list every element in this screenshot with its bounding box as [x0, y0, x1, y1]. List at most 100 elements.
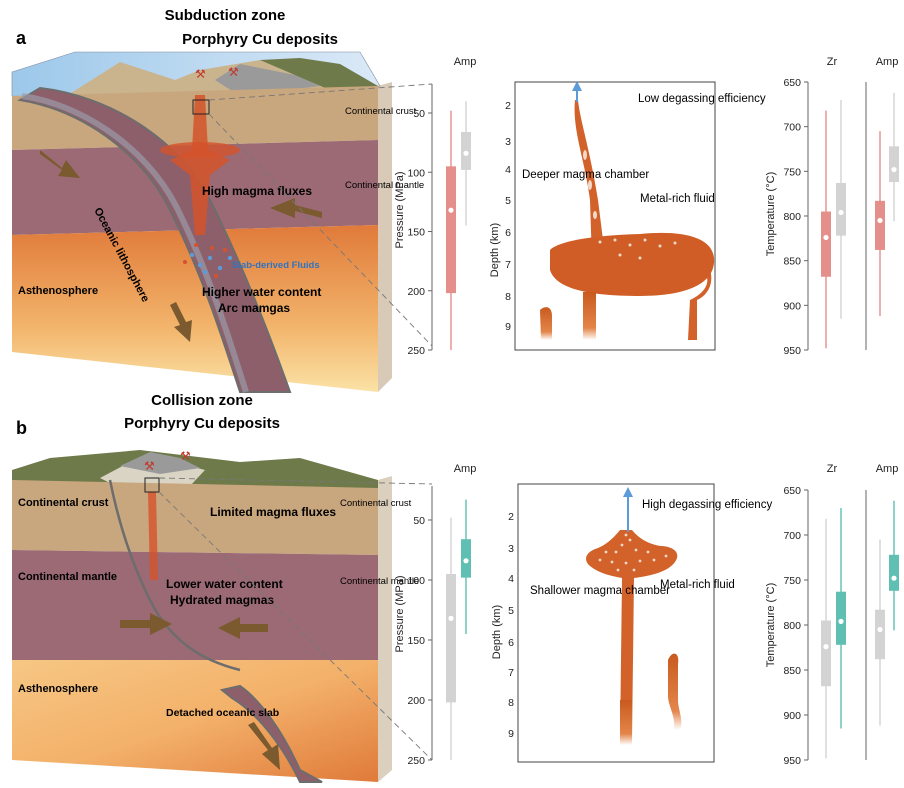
temperature-a-median	[838, 209, 844, 216]
temperature-a-median	[891, 166, 897, 173]
pressure-b-tick-label: 50	[413, 515, 425, 527]
panel-a-block-diagram: ⚒ ⚒ Subduction zone Porphyry Cu deposits…	[11, 7, 424, 393]
inset-a-depth-tick: 5	[505, 195, 511, 207]
temperature-a-box	[821, 211, 831, 277]
temperature-b-tick-label: 900	[783, 710, 801, 722]
temperature-a-tick-label: 650	[783, 77, 801, 89]
temperature-b-box	[821, 620, 831, 687]
pressure-a-tick-label: 250	[407, 345, 425, 357]
inset-b-depth-tick: 9	[508, 728, 514, 740]
temperature-a-tick-label: 700	[783, 122, 801, 134]
temperature-a-box	[875, 200, 885, 250]
pressure-plot-a: Amp Pressure (MPa) 50 100 150 200 250	[394, 56, 476, 357]
temperature-a-header-zr: Zr	[827, 56, 838, 68]
inset-a-depth-tick: 8	[505, 291, 511, 303]
panel-a-title-2: Porphyry Cu deposits	[182, 31, 338, 48]
pressure-a-tick-label: 150	[407, 227, 425, 239]
inset-b-depth-tick: 6	[508, 637, 514, 649]
pressure-b-tick-label: 100	[407, 575, 425, 587]
panel-a-title-1: Subduction zone	[165, 7, 286, 24]
inset-a-chamber: Deeper magma chamber	[522, 169, 649, 181]
temperature-a-tick-label: 800	[783, 211, 801, 223]
temperature-a-tick-label: 900	[783, 300, 801, 312]
pressure-b-header: Amp	[454, 463, 477, 475]
temperature-b-header-zr: Zr	[827, 463, 838, 475]
label-continental-mantle-a: Continental mantle	[345, 180, 424, 191]
inset-a-depth-tick: 6	[505, 227, 511, 239]
temperature-b-tick-label: 750	[783, 575, 801, 587]
hammer-icon: ⚒	[180, 449, 191, 463]
label-slab-fluids: Slab-derived Fluids	[232, 260, 320, 271]
pressure-b-axis-label: Pressure (MPa)	[394, 575, 406, 652]
label-continental-crust-b: Continental crust	[18, 497, 109, 509]
temperature-b-tick-label: 700	[783, 530, 801, 542]
inset-b-depth-tick: 8	[508, 697, 514, 709]
temperature-a-median	[877, 217, 883, 224]
hammer-icon: ⚒	[195, 67, 206, 81]
hammer-icon: ⚒	[144, 459, 155, 473]
inset-b-depth-tick: 5	[508, 605, 514, 617]
temperature-b-median	[823, 644, 829, 650]
label-asthenosphere-a: Asthenosphere	[18, 285, 98, 297]
pressure-a-header: Amp	[454, 56, 477, 68]
inset-a-degassing: Low degassing efficiency	[638, 93, 766, 105]
inset-b-fluid: Metal-rich fluid	[660, 579, 735, 591]
pressure-a-tick-label: 200	[407, 286, 425, 298]
temperature-a-tick-label: 950	[783, 345, 801, 357]
label-asthenosphere-b: Asthenosphere	[18, 683, 98, 695]
label-lower-water: Lower water content	[166, 577, 283, 591]
inset-a: 2 3 4 5 6 7 8 9 Depth (km) Low degassing…	[489, 81, 766, 351]
temperature-b-box	[836, 591, 846, 645]
temperature-plot-b: Zr Amp Temperature (°C) 650 700 750 800 850 9…	[765, 463, 899, 767]
label-detached-slab: Detached oceanic slab	[166, 707, 279, 719]
label-hydrated: Hydrated magmas	[170, 593, 274, 607]
hammer-icon: ⚒	[228, 65, 239, 79]
temperature-b-axis-label: Temperature (°C)	[765, 583, 777, 667]
temperature-b-median	[838, 618, 844, 625]
inset-a-depth-tick: 3	[505, 136, 511, 148]
pressure-a-axis-label: Pressure (MPa)	[394, 171, 406, 248]
pressure-a-median	[448, 207, 454, 213]
temperature-b-box	[889, 554, 899, 591]
temperature-a-median	[823, 234, 829, 241]
pressure-a-median	[463, 150, 469, 156]
temperature-b-median	[877, 626, 883, 633]
label-continental-mantle-b-right: Continental mantle	[340, 576, 419, 587]
label-higher-water: Higher water content	[202, 285, 321, 299]
inset-b-depth-tick: 2	[508, 511, 514, 523]
label-limited-magma: Limited magma fluxes	[210, 505, 336, 519]
temperature-b-tick-label: 800	[783, 620, 801, 632]
inset-a-depth-axis: Depth (km)	[489, 223, 501, 277]
panel-b-title-2: Porphyry Cu deposits	[124, 415, 280, 432]
inset-b-degassing: High degassing efficiency	[642, 499, 772, 511]
label-continental-mantle-b: Continental mantle	[18, 571, 117, 583]
inset-a-depth-tick: 2	[505, 100, 511, 112]
inset-b-depth-tick: 4	[508, 573, 514, 585]
temperature-a-tick-label: 850	[783, 256, 801, 268]
panel-b-title-1: Collision zone	[151, 392, 253, 409]
temperature-a-header-amp: Amp	[876, 56, 899, 68]
inset-b: 2 3 4 5 6 7 8 9 Depth (km) High degassin…	[491, 483, 772, 763]
label-continental-crust-b-right: Continental crust	[340, 498, 412, 509]
panel-b-block-diagram: ⚒ ⚒ Collision zone Porphyry Cu deposits …	[12, 392, 419, 783]
temperature-a-box	[836, 182, 846, 236]
temperature-b-header-amp: Amp	[876, 463, 899, 475]
temperature-a-tick-label: 750	[783, 166, 801, 178]
pressure-a-tick-label: 100	[407, 167, 425, 179]
pressure-a-box	[446, 166, 456, 294]
temperature-b-median	[891, 575, 897, 581]
pressure-b-box	[446, 574, 456, 703]
inset-a-depth-tick: 4	[505, 164, 511, 176]
pressure-b-median	[448, 615, 454, 622]
temperature-b-tick-label: 850	[783, 665, 801, 677]
pressure-b-tick-label: 150	[407, 635, 425, 647]
temperature-a-axis-label: Temperature (°C)	[765, 172, 777, 256]
zoom-connectors	[158, 83, 433, 761]
pressure-b-median	[463, 558, 469, 564]
inset-a-fluid: Metal-rich fluid	[640, 193, 715, 205]
temperature-plot-a: Zr Amp Temperature (°C) 650 700 750 800 850 9…	[765, 56, 899, 357]
pressure-b-tick-label: 200	[407, 695, 425, 707]
inset-b-depth-axis: Depth (km)	[491, 605, 503, 659]
panel-a-letter: a	[16, 28, 27, 48]
